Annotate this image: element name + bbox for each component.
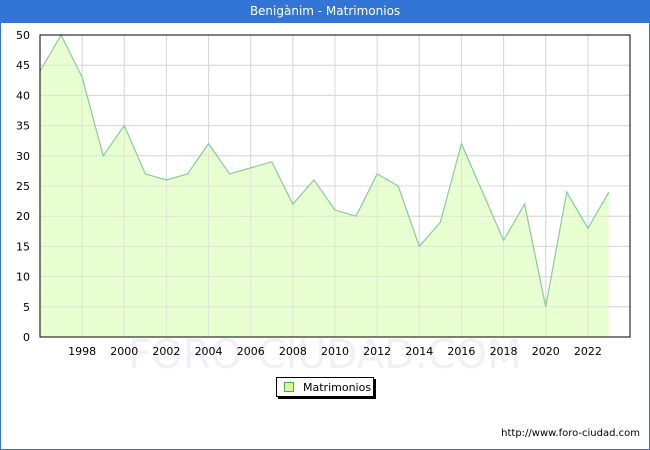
- x-tick-label: 2022: [574, 345, 602, 358]
- y-tick-label: 15: [16, 240, 30, 253]
- legend: Matrimonios: [276, 377, 374, 397]
- area-fill: [40, 35, 609, 337]
- x-tick-label: 2020: [532, 345, 560, 358]
- x-tick-label: 2018: [490, 345, 518, 358]
- x-tick-label: 2000: [110, 345, 138, 358]
- x-tick-label: 2008: [279, 345, 307, 358]
- footer-url: http://www.foro-ciudad.com: [501, 428, 640, 439]
- series-line: [39, 33, 610, 307]
- x-tick-label: 2012: [363, 345, 391, 358]
- y-tick-label: 50: [16, 29, 30, 42]
- y-tick-label: 20: [16, 210, 30, 223]
- y-tick-label: 10: [16, 271, 30, 284]
- legend-swatch-icon: [284, 382, 294, 392]
- chart-title: Benigànim - Matrimonios: [0, 0, 650, 23]
- x-tick-label: 2004: [195, 345, 223, 358]
- y-tick-label: 25: [16, 180, 30, 193]
- y-tick-label: 30: [16, 150, 30, 163]
- y-tick-label: 5: [23, 301, 30, 314]
- plot-border: [39, 34, 631, 338]
- y-tick-label: 45: [16, 59, 30, 72]
- y-tick-label: 35: [16, 120, 30, 133]
- x-tick-label: 2006: [237, 345, 265, 358]
- x-tick-label: 2016: [447, 345, 475, 358]
- y-tick-label: 0: [23, 331, 30, 344]
- watermark: FORO-CIUDAD.COM: [128, 332, 521, 378]
- x-tick-label: 2014: [405, 345, 433, 358]
- y-tick-label: 40: [16, 89, 30, 102]
- legend-label: Matrimonios: [303, 380, 372, 394]
- x-tick-label: 1998: [68, 345, 96, 358]
- x-tick-label: 2002: [152, 345, 180, 358]
- x-tick-label: 2010: [321, 345, 349, 358]
